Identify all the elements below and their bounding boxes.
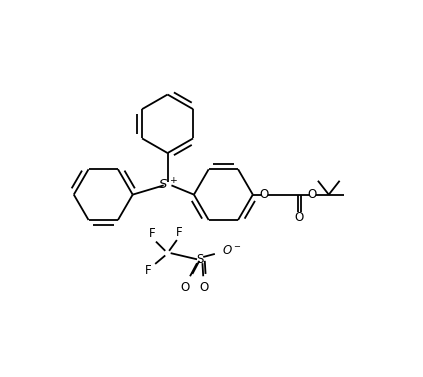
Text: O: O: [199, 280, 209, 294]
Text: $S^+$: $S^+$: [158, 178, 178, 193]
Text: O: O: [307, 188, 316, 201]
Text: O: O: [180, 280, 189, 294]
Text: F: F: [149, 227, 155, 241]
Text: $O^-$: $O^-$: [222, 244, 242, 257]
Text: F: F: [176, 226, 182, 239]
Text: O: O: [295, 211, 304, 224]
Text: S: S: [196, 253, 204, 266]
Text: O: O: [260, 188, 269, 201]
Text: F: F: [145, 264, 151, 277]
